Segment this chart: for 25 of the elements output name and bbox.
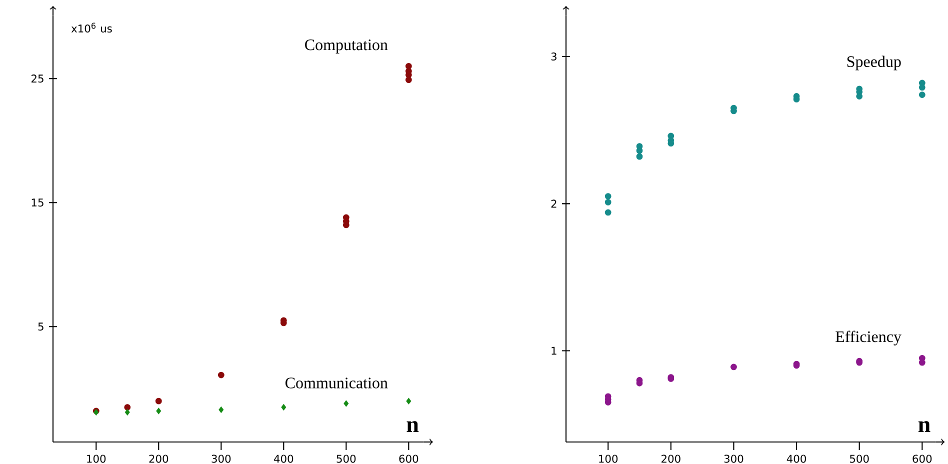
- series-label: Computation: [305, 39, 388, 54]
- x-tick-label: 200: [662, 454, 680, 463]
- x-tick-label: 200: [149, 454, 168, 463]
- y-axis-title: x10$^{6}$ us: [71, 22, 112, 33]
- x-tick-label: 100: [599, 454, 618, 463]
- x-tick-label: 600: [912, 454, 932, 463]
- x-axis-title: n: [406, 421, 419, 432]
- series-label: Communication: [286, 378, 388, 388]
- y-tick-label: 1: [552, 346, 556, 355]
- x-tick-label: 100: [87, 454, 106, 463]
- x-tick-label: 300: [212, 454, 231, 463]
- x-tick-label: 600: [399, 454, 418, 463]
- x-tick-label: 400: [274, 454, 294, 463]
- x-tick-label: 300: [724, 454, 744, 463]
- y-tick-label: 25: [31, 74, 44, 83]
- x-axis-title: n: [918, 421, 930, 432]
- y-tick-label: 15: [32, 198, 44, 207]
- x-tick-label: 500: [336, 454, 356, 463]
- x-tick-label: 500: [850, 454, 869, 463]
- series-label: Speedup: [847, 56, 901, 70]
- x-tick-label: 400: [786, 454, 806, 463]
- y-tick-label: 5: [38, 322, 44, 331]
- y-tick-label: 3: [551, 52, 556, 61]
- series-label: Efficiency: [836, 330, 902, 346]
- y-tick-label: 2: [551, 200, 556, 208]
